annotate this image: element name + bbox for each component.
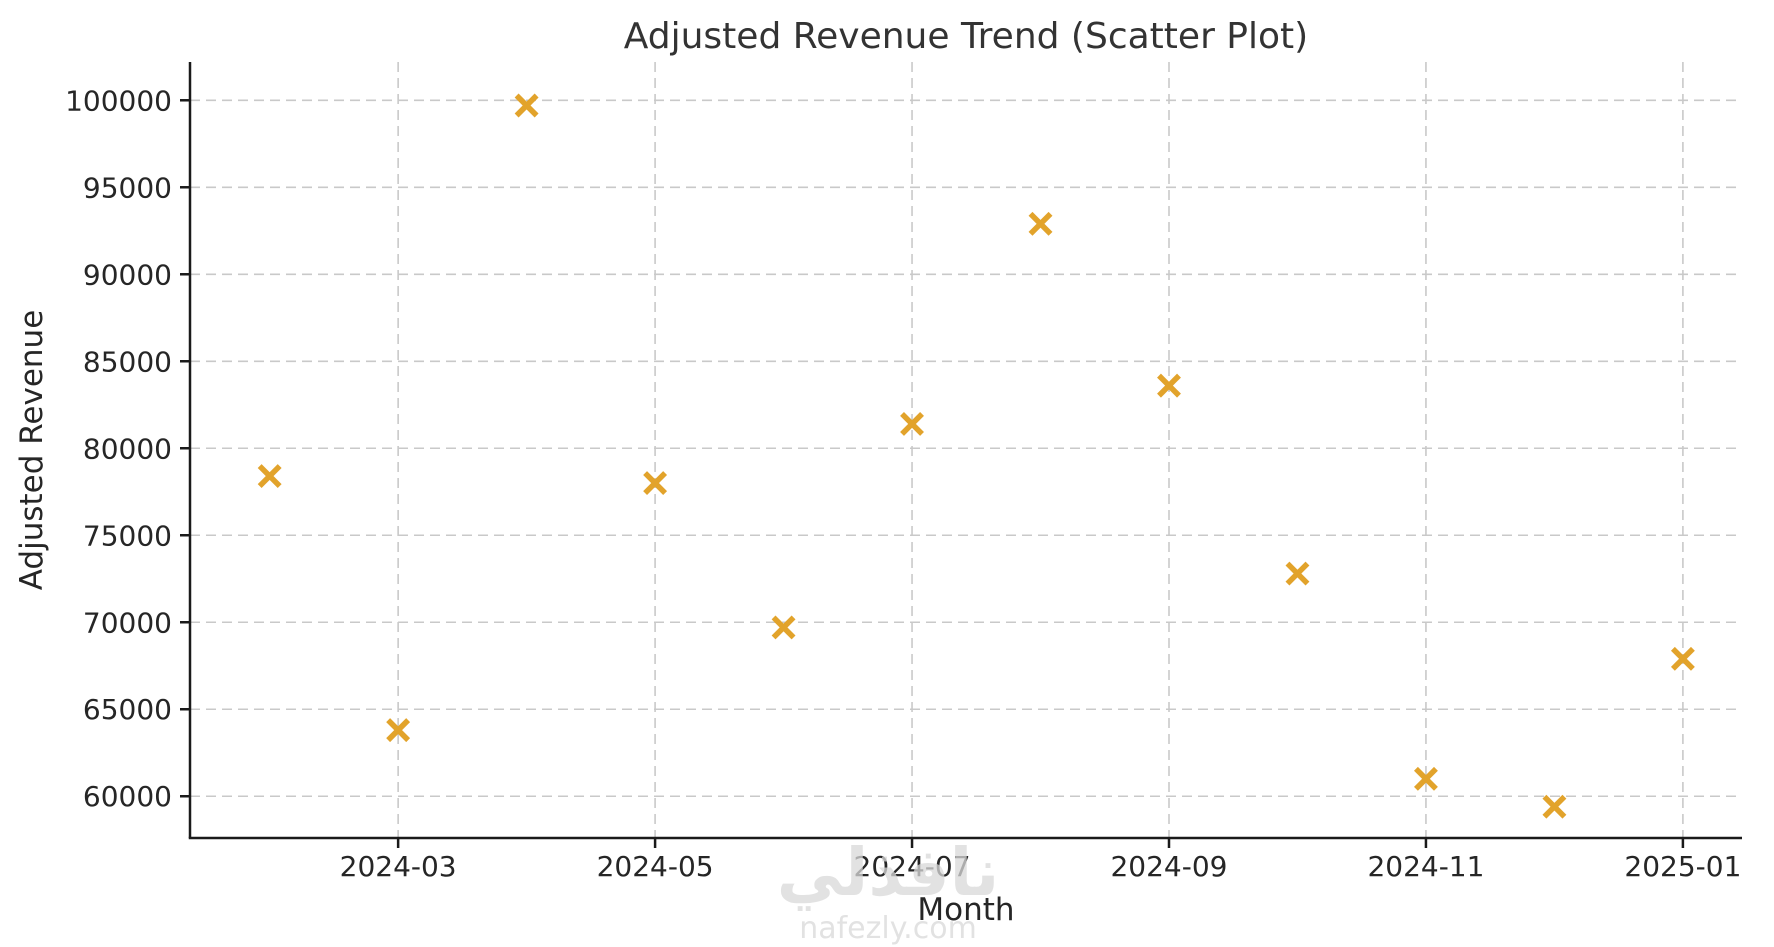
marker-stroke — [1028, 211, 1053, 236]
data-point-marker — [514, 93, 539, 118]
data-point-marker — [771, 615, 796, 640]
ticks-layer — [180, 99, 1685, 848]
gridlines-layer — [190, 62, 1742, 838]
data-point-marker — [1542, 794, 1567, 819]
data-points-layer — [257, 93, 1695, 819]
data-point-marker — [1414, 766, 1438, 791]
marker-stroke — [1670, 646, 1695, 671]
x-tick-label: 2024-09 — [1110, 850, 1227, 883]
marker-stroke — [1542, 794, 1567, 819]
marker-stroke — [771, 615, 796, 640]
marker-stroke — [900, 411, 924, 436]
watermark-logo-text: نافذلي — [777, 834, 999, 911]
marker-stroke — [1285, 561, 1310, 586]
chart-title: Adjusted Revenue Trend (Scatter Plot) — [624, 16, 1308, 57]
tick-labels-layer: 60000 65000 70000 75000 80000 85000 90000 95000… — [65, 84, 1741, 883]
marker-stroke — [257, 464, 282, 489]
marker-stroke — [514, 93, 539, 118]
x-axis-title: Month — [917, 892, 1014, 928]
y-axis-title: Adjusted Revenue — [14, 310, 50, 591]
y-tick-label: 100000 — [65, 84, 172, 117]
marker-stroke — [643, 471, 668, 496]
data-point-marker — [1670, 646, 1695, 671]
data-point-marker — [1157, 373, 1181, 398]
marker-stroke — [1414, 766, 1438, 791]
y-tick-label: 75000 — [83, 519, 172, 552]
data-point-marker — [1285, 561, 1310, 586]
data-point-marker — [900, 411, 924, 436]
x-tick-label: 2024-07 — [854, 850, 971, 883]
x-tick-label: 2024-05 — [597, 850, 714, 883]
y-tick-label: 85000 — [83, 345, 172, 378]
y-tick-label: 80000 — [83, 432, 172, 465]
y-tick-label: 60000 — [83, 780, 172, 813]
data-point-marker — [386, 718, 411, 743]
x-tick-label: 2025-01 — [1624, 850, 1741, 883]
data-point-marker — [257, 464, 282, 489]
data-point-marker — [643, 471, 668, 496]
marker-stroke — [1157, 373, 1181, 398]
watermark-site-text: nafezly.com — [799, 911, 977, 946]
data-point-marker — [1028, 211, 1053, 236]
y-tick-label: 95000 — [83, 171, 172, 204]
watermark: نافذلي nafezly.com — [777, 834, 999, 946]
x-tick-label: 2024-11 — [1367, 850, 1484, 883]
marker-stroke — [386, 718, 411, 743]
x-tick-label: 2024-03 — [340, 850, 457, 883]
y-tick-label: 65000 — [83, 693, 172, 726]
y-tick-label: 90000 — [83, 258, 172, 291]
y-tick-label: 70000 — [83, 606, 172, 639]
